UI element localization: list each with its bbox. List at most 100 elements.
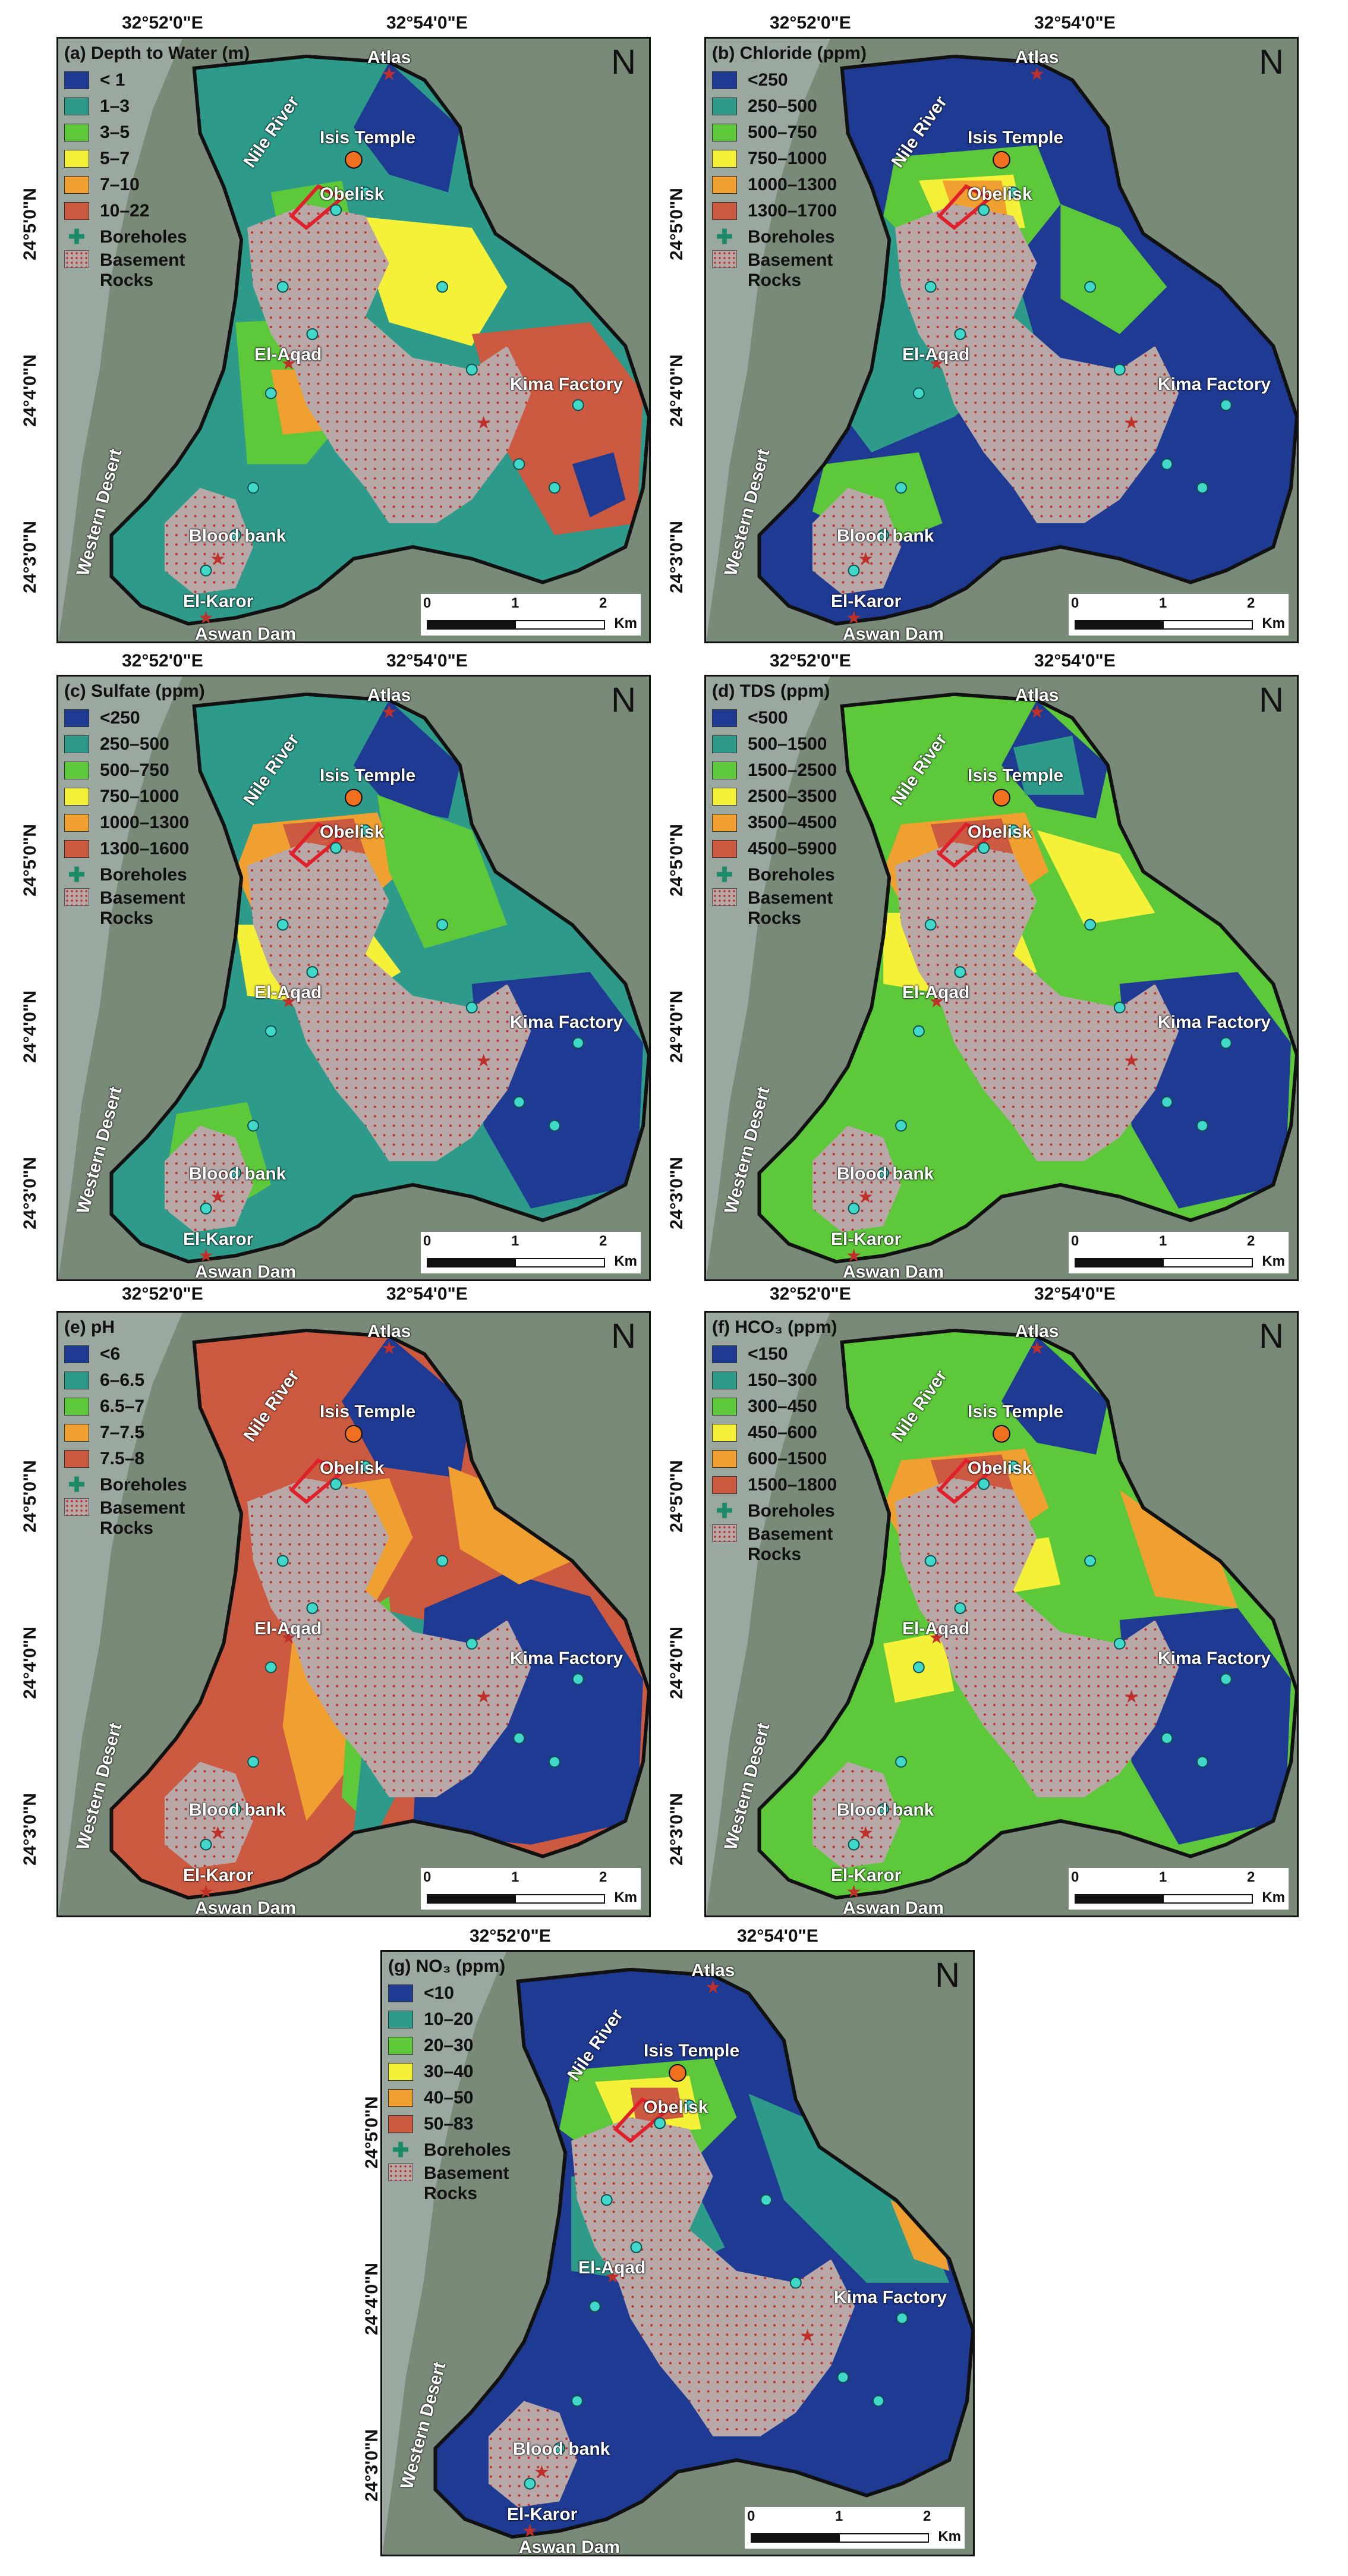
- isis-temple-marker: [993, 1424, 1010, 1443]
- place-label-obelisk: Obelisk: [968, 184, 1032, 204]
- map-legend: (c) Sulfate (ppm) <250 250–500 500–750 750–1…: [64, 681, 205, 936]
- legend-swatch: [64, 1398, 89, 1416]
- site-star-marker: ★: [198, 1882, 214, 1902]
- obelisk-outline: [937, 1458, 993, 1504]
- scale-tick: 0: [423, 595, 432, 611]
- map-canvas: ★ ★ ★ ★ ★: [706, 677, 1297, 1279]
- borehole-marker: [1007, 1460, 1019, 1473]
- borehole-marker: [276, 919, 289, 931]
- legend-class-label: 1000–1300: [100, 813, 190, 832]
- lat-label: 24°3'0"N: [666, 1157, 686, 1229]
- legend-rocks: Basement Rocks: [64, 888, 205, 936]
- scale-tick: 0: [423, 1869, 432, 1885]
- borehole-marker: [436, 1555, 449, 1567]
- lon-label: 32°52'0"E: [122, 13, 203, 33]
- legend-class-label: 500–750: [100, 760, 169, 780]
- site-star-marker: ★: [1029, 65, 1045, 84]
- borehole-marker: [229, 529, 242, 542]
- lat-label: 24°4'0"N: [20, 990, 40, 1063]
- lat-label: 24°3'0"N: [20, 521, 40, 593]
- borehole-marker: [954, 328, 966, 340]
- lat-label: 24°4'0"N: [666, 1627, 686, 1699]
- isis-temple-marker: [345, 788, 363, 807]
- place-label-kima: Kima Factory: [834, 2288, 947, 2307]
- borehole-marker: [588, 2300, 601, 2313]
- borehole-marker: [436, 919, 449, 931]
- borehole-marker: [1220, 399, 1232, 411]
- legend-class: <250: [64, 705, 205, 731]
- legend-class-label: 7–10: [100, 175, 140, 194]
- borehole-icon: ✚: [716, 864, 733, 886]
- borehole-marker: [877, 1167, 890, 1179]
- site-star-marker: ★: [1029, 703, 1045, 722]
- legend-swatch: [712, 1372, 737, 1389]
- scale-tick: 1: [835, 2508, 843, 2524]
- rocks-swatch: [64, 888, 89, 906]
- borehole-marker: [912, 1025, 925, 1037]
- scale-bar: 0 1 2 Km: [421, 1868, 641, 1910]
- legend-boreholes: ✚ Boreholes: [712, 1498, 837, 1524]
- place-label-blood: Blood bank: [189, 1164, 286, 1184]
- legend-class: <150: [712, 1341, 837, 1367]
- site-star-marker: ★: [846, 1246, 862, 1266]
- north-arrow-icon: N: [1259, 1317, 1284, 1355]
- borehole-marker: [264, 1025, 277, 1037]
- scale-unit: Km: [1262, 1253, 1285, 1269]
- legend-class: 250–500: [64, 731, 205, 757]
- place-label-isis: Isis Temple: [644, 2041, 740, 2061]
- place-label-kima: Kima Factory: [510, 1012, 623, 1032]
- borehole-marker: [978, 842, 990, 854]
- basement-rocks: [812, 1478, 1179, 1869]
- place-label-dam: Aswan Dam: [843, 1898, 944, 1917]
- legend-class: <6: [64, 1341, 187, 1367]
- borehole-marker: [760, 2194, 773, 2206]
- legend-class: 450–600: [712, 1420, 837, 1446]
- legend-class: 2500–3500: [712, 784, 837, 810]
- place-label-elaqad: El-Aqad: [902, 345, 970, 364]
- map-panel: ★ ★ ★ ★ ★ (b) Chloride (ppm) <250 250–500 500–75…: [704, 37, 1299, 643]
- legend-class-label: <150: [748, 1344, 788, 1364]
- lat-label: 24°4'0"N: [666, 354, 686, 427]
- legend-rocks-label: Basement Rocks: [748, 250, 833, 290]
- obelisk-outline: [937, 184, 993, 230]
- legend-class: <250: [712, 67, 867, 93]
- place-label-dam: Aswan Dam: [195, 1898, 297, 1917]
- borehole-marker: [359, 824, 371, 836]
- scale-tick: 0: [1071, 1233, 1079, 1249]
- borehole-marker: [306, 966, 319, 978]
- scale-tick: 0: [1071, 595, 1079, 611]
- borehole-marker: [1196, 482, 1208, 494]
- borehole-marker: [1161, 458, 1173, 470]
- site-star-marker: ★: [846, 1882, 862, 1902]
- legend-swatch: [712, 735, 737, 753]
- legend-class: 20–30: [388, 2033, 511, 2059]
- legend-class-label: 300–450: [748, 1396, 817, 1416]
- scale-unit: Km: [614, 615, 637, 631]
- legend-class-label: 4500–5900: [748, 839, 837, 858]
- lat-label: 24°5'0"N: [666, 188, 686, 260]
- legend-rocks-label: Basement Rocks: [424, 2163, 509, 2203]
- isis-temple-marker: [345, 1424, 363, 1443]
- contour-zone: [1001, 1336, 1108, 1455]
- desert-area: [706, 39, 830, 641]
- scale-tick: 1: [1159, 1869, 1167, 1885]
- legend-rocks: Basement Rocks: [712, 1524, 837, 1572]
- legend-class: 4500–5900: [712, 836, 837, 862]
- obelisk-outline: [289, 1458, 345, 1504]
- lat-label: 24°3'0"N: [20, 1793, 40, 1866]
- legend-class-label: 50–83: [424, 2114, 474, 2134]
- legend-rocks: Basement Rocks: [712, 888, 837, 936]
- legend-class: <10: [388, 1980, 511, 2006]
- site-star-marker: ★: [281, 1628, 297, 1648]
- lon-label: 32°52'0"E: [122, 1284, 203, 1304]
- obelisk-outline: [289, 184, 345, 230]
- legend-class-label: 7–7.5: [100, 1423, 145, 1442]
- borehole-marker: [1161, 1096, 1173, 1108]
- place-label-kima: Kima Factory: [1158, 1649, 1271, 1668]
- legend-class: 10–20: [388, 2006, 511, 2033]
- map-legend: (d) TDS (ppm) <500 500–1500 1500–2500 2500–3…: [712, 681, 837, 936]
- borehole-marker: [549, 482, 560, 494]
- legend-class: < 1: [64, 67, 250, 93]
- place-label-kima: Kima Factory: [510, 375, 623, 394]
- lon-label: 32°52'0"E: [122, 651, 203, 671]
